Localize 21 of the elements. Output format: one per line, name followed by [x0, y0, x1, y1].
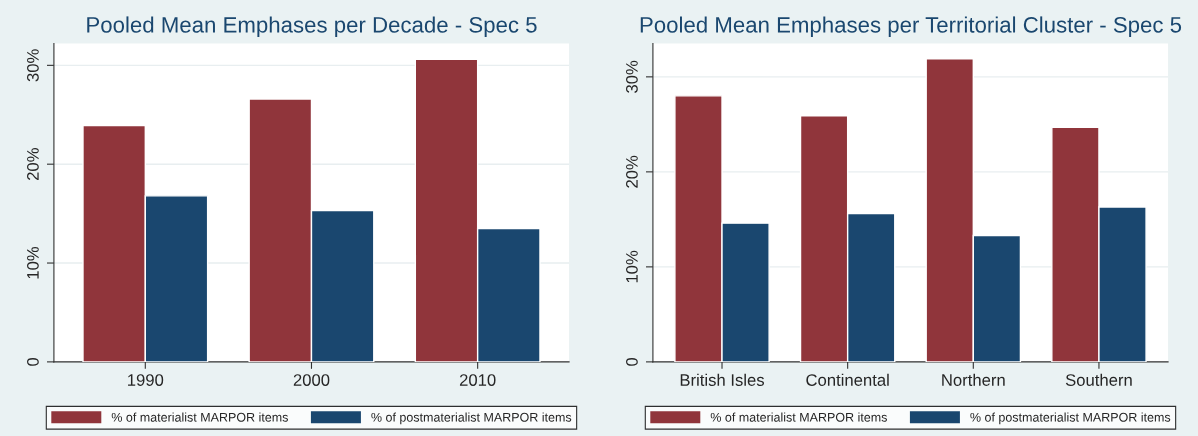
- y-tick-label: 10%: [27, 246, 39, 279]
- x-tick-label: 2010: [459, 374, 496, 386]
- legend-label: % of postmaterialist MARPOR items: [970, 412, 1171, 425]
- y-tick-label: 20%: [626, 155, 638, 188]
- chart-title: Pooled Mean Emphases per Decade - Spec 5: [87, 16, 537, 38]
- legend-label: % of postmaterialist MARPOR items: [371, 412, 572, 425]
- y-tick-label: 10%: [626, 250, 638, 283]
- y-tick-label: 30%: [27, 49, 39, 82]
- y-tick-label: 20%: [27, 148, 39, 181]
- x-tick-label: Continental: [806, 373, 889, 386]
- legend-label: % of materialist MARPOR items: [111, 412, 288, 422]
- x-tick-label: 1990: [128, 374, 164, 386]
- chart-title: Pooled Mean Emphases per Territorial Cluster - Spec 5: [640, 16, 1182, 38]
- legend-label: % of materialist MARPOR items: [710, 412, 887, 422]
- x-tick-label: 2000: [293, 374, 330, 386]
- y-tick-label: 30%: [626, 60, 638, 93]
- x-tick-label: Northern: [942, 373, 1005, 386]
- y-tick-label: 0: [27, 357, 39, 366]
- x-tick-label: Southern: [1065, 373, 1132, 386]
- y-tick-label: 0: [626, 357, 638, 366]
- x-tick-label: British Isles: [680, 373, 765, 386]
